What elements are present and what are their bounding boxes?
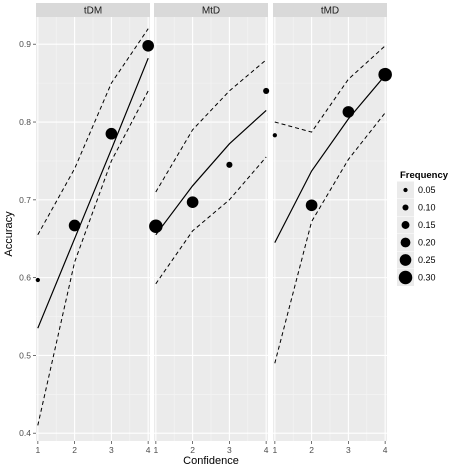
facet-strip-label: tDM: [84, 6, 102, 17]
facet-strip: [154, 3, 268, 17]
x-axis-title: Confidence: [183, 455, 239, 467]
legend-label: 0.05: [418, 185, 436, 195]
y-tick-label: 0.7: [19, 195, 31, 205]
legend-entry: 0.30: [397, 269, 436, 286]
legend-entry: 0.25: [397, 251, 436, 269]
legend-title: Frequency: [400, 170, 449, 181]
fit-line: [155, 109, 267, 236]
data-point: [378, 67, 392, 82]
legend-label: 0.30: [418, 273, 436, 283]
y-tick-label: 0.6: [19, 273, 31, 283]
data-point: [226, 161, 233, 168]
data-point: [305, 199, 318, 212]
panel-tMD: tMD: [272, 3, 392, 441]
legend-label: 0.25: [418, 255, 436, 265]
legend-key-point: [398, 270, 413, 285]
data-point: [35, 277, 40, 283]
y-axis-title: Accuracy: [3, 211, 15, 257]
x-tick-label: 1: [35, 445, 40, 455]
x-tick-label: 4: [264, 445, 269, 455]
legend-entry: 0.15: [397, 216, 436, 234]
facet-strip: [36, 3, 150, 17]
y-tick-label: 0.5: [19, 350, 31, 360]
fit-line: [274, 74, 386, 243]
x-tick-label: 1: [153, 445, 158, 455]
y-tick-label: 0.4: [19, 428, 31, 438]
fit-line: [37, 57, 149, 329]
legend-key-point: [403, 187, 408, 193]
x-tick-label: 1: [272, 445, 277, 455]
panel-MtD: MtD: [149, 3, 270, 441]
x-tick-label: 2: [72, 445, 77, 455]
facet-strip-label: MtD: [202, 6, 220, 17]
facet-strip-label: tMD: [321, 6, 339, 17]
legend-entries: 0.05 0.10 0.15 0.20 0.25 0.30: [397, 181, 436, 286]
y-axis: 0.4 0.5 0.6 0.7 0.8 0.9: [19, 39, 36, 438]
x-tick-label: 4: [383, 445, 388, 455]
legend-label: 0.10: [418, 203, 436, 213]
y-tick-label: 0.9: [19, 39, 31, 49]
legend-key-point: [402, 204, 409, 211]
x-tick-label: 3: [109, 445, 114, 455]
x-tick-label: 2: [190, 445, 195, 455]
upper-bound-line: [37, 28, 149, 236]
upper-bound-line: [155, 59, 267, 193]
data-point: [263, 87, 270, 94]
x-tick-label: 2: [309, 445, 314, 455]
data-point: [68, 219, 81, 232]
x-tick-label: 3: [346, 445, 351, 455]
x-tick-label: 4: [146, 445, 151, 455]
lower-bound-line: [274, 112, 386, 364]
data-point: [142, 39, 154, 52]
legend-entry: 0.05: [397, 181, 436, 199]
legend-key-point: [399, 254, 412, 266]
data-point: [342, 106, 355, 118]
data-point: [105, 127, 118, 140]
legend-entry: 0.10: [397, 199, 436, 216]
x-tick-label: 3: [227, 445, 232, 455]
facet-panels: tDM MtD tMD: [35, 3, 392, 441]
y-tick-label: 0.8: [19, 117, 31, 127]
facet-strip: [273, 3, 387, 17]
panel-tDM: tDM: [35, 3, 154, 441]
lower-bound-line: [155, 156, 267, 285]
legend-key-point: [400, 237, 411, 248]
legend-key-point: [401, 221, 410, 229]
legend: Frequency 0.05 0.10 0.15 0.20 0.25 0.30: [397, 170, 449, 286]
data-point: [186, 196, 199, 208]
upper-bound-line: [274, 45, 386, 133]
legend-entry: 0.20: [397, 234, 436, 251]
legend-label: 0.20: [418, 238, 436, 248]
legend-label: 0.15: [418, 220, 436, 230]
data-point: [149, 219, 163, 234]
data-point: [272, 133, 277, 138]
